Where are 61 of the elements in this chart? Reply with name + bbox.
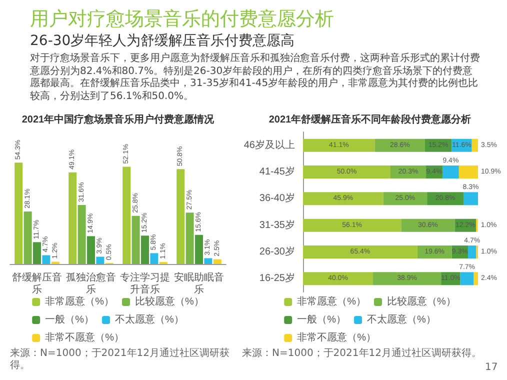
bar <box>186 212 194 264</box>
bar <box>401 218 455 232</box>
bar <box>122 166 131 264</box>
bar <box>303 138 375 152</box>
text: 17 <box>485 362 498 373</box>
bar <box>68 172 77 264</box>
bar <box>463 192 478 206</box>
bar <box>472 138 478 152</box>
y-tick-label: 26-30岁 <box>259 246 295 258</box>
bar <box>468 246 476 258</box>
bar <box>42 255 50 264</box>
y-tick-label: 46岁及以上 <box>244 138 295 151</box>
source-note: 来源：N=1000；于2021年12月通过社区调研获得。 <box>241 348 482 360</box>
bar <box>303 218 402 232</box>
y-tick-label: 36-40岁 <box>259 192 295 204</box>
text: 对于疗愈场景音乐下，更多用户愿意为舒缓解压音乐和孤独治愈音乐付费，这两种音乐形式的累计付费意愿分别为82.4%和80.7%。特别是26-30岁年龄段的用户，在所有的四类疗愈音乐场景下的付费意愿都最高。在舒缓解压音乐品类中，31-35岁和41-45岁年龄段的用户，非常愿意为其付费的比例也比较高，分别达到了56.1%和50.0%。 <box>30 53 480 103</box>
bar <box>213 259 222 264</box>
bar <box>33 242 41 264</box>
legend-label: 比较愿意（%） <box>135 296 204 308</box>
x-tick-label: 专注学习提升音乐 <box>120 272 170 296</box>
legend-label: 不太愿意（%） <box>115 314 184 326</box>
bar <box>78 205 86 264</box>
y-tick-label: 16-25岁 <box>259 272 295 284</box>
bar <box>204 258 212 264</box>
bar <box>87 236 95 264</box>
text: 用户对疗愈场景音乐的付费意愿分析 <box>30 7 334 32</box>
legend-label: 不太愿意（%） <box>367 314 436 326</box>
bar <box>96 256 104 264</box>
y-tick-label: 31-35岁 <box>259 218 295 231</box>
text: 26-30岁年轻人为舒缓解压音乐付费意愿高 <box>30 32 295 50</box>
legend-label: 非常不愿意（%） <box>297 332 376 344</box>
x-tick-label: 安眠助眠音乐 <box>174 272 224 296</box>
x-tick-label: 舒缓解压音乐 <box>12 272 62 296</box>
bar <box>460 272 474 286</box>
bar <box>141 236 149 264</box>
legend-label: 非常愿意（%） <box>45 296 114 308</box>
bar <box>150 253 158 264</box>
legend-label: 非常愿意（%） <box>297 296 366 308</box>
bar <box>195 234 203 264</box>
bar <box>132 216 140 264</box>
bar <box>303 166 390 178</box>
bar <box>442 166 459 178</box>
chart-title: 2021年舒缓解压音乐不同年龄段付费意愿分析 <box>268 114 472 126</box>
legend-label: 比较愿意（%） <box>387 296 456 308</box>
bar <box>176 169 185 264</box>
y-tick-label: 41-45岁 <box>259 166 295 178</box>
bar <box>474 272 478 286</box>
legend-label: 一般（%） <box>297 314 346 326</box>
legend-label: 非常不愿意（%） <box>45 332 124 344</box>
bar <box>374 138 425 152</box>
bar <box>373 272 442 286</box>
bar <box>458 166 478 178</box>
x-tick-label: 孤独治愈音乐 <box>66 272 116 296</box>
chart-title: 2021年中国疗愈场景音乐用户付费意愿情况 <box>22 114 216 126</box>
bar <box>14 162 23 264</box>
legend-label: 一般（%） <box>45 314 94 326</box>
bar <box>303 272 373 286</box>
bar <box>24 212 32 264</box>
bar <box>303 192 384 206</box>
bar <box>303 246 418 258</box>
source-note: 来源：N=1000；于2021年12月通过社区调研获得。 <box>9 348 230 372</box>
